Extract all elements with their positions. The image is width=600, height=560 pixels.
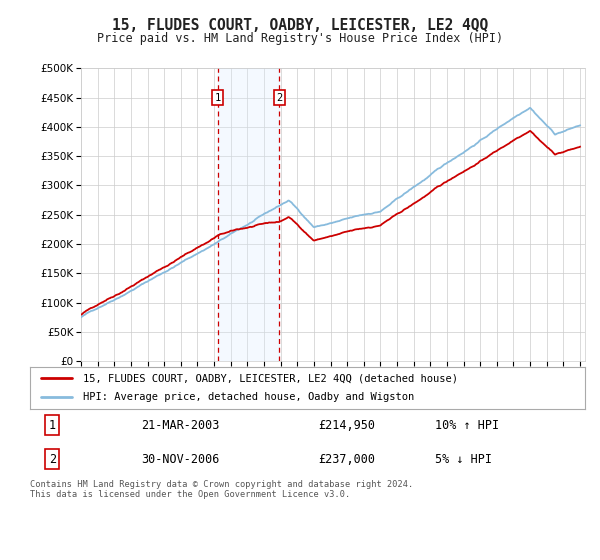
Text: 1: 1	[49, 418, 56, 432]
Text: 15, FLUDES COURT, OADBY, LEICESTER, LE2 4QQ (detached house): 15, FLUDES COURT, OADBY, LEICESTER, LE2 …	[83, 373, 458, 383]
Text: Price paid vs. HM Land Registry's House Price Index (HPI): Price paid vs. HM Land Registry's House …	[97, 32, 503, 45]
Text: 10% ↑ HPI: 10% ↑ HPI	[435, 418, 499, 432]
Text: 30-NOV-2006: 30-NOV-2006	[141, 452, 220, 466]
Bar	[218, 68, 279, 361]
Text: 1: 1	[214, 92, 221, 102]
Text: 21-MAR-2003: 21-MAR-2003	[141, 418, 220, 432]
Text: HPI: Average price, detached house, Oadby and Wigston: HPI: Average price, detached house, Oadb…	[83, 393, 414, 403]
Text: 2: 2	[49, 452, 56, 466]
Text: 2: 2	[276, 92, 283, 102]
Text: 15, FLUDES COURT, OADBY, LEICESTER, LE2 4QQ: 15, FLUDES COURT, OADBY, LEICESTER, LE2 …	[112, 18, 488, 33]
Text: £237,000: £237,000	[319, 452, 376, 466]
Text: £214,950: £214,950	[319, 418, 376, 432]
Text: Contains HM Land Registry data © Crown copyright and database right 2024.
This d: Contains HM Land Registry data © Crown c…	[30, 480, 413, 500]
Text: 5% ↓ HPI: 5% ↓ HPI	[435, 452, 492, 466]
